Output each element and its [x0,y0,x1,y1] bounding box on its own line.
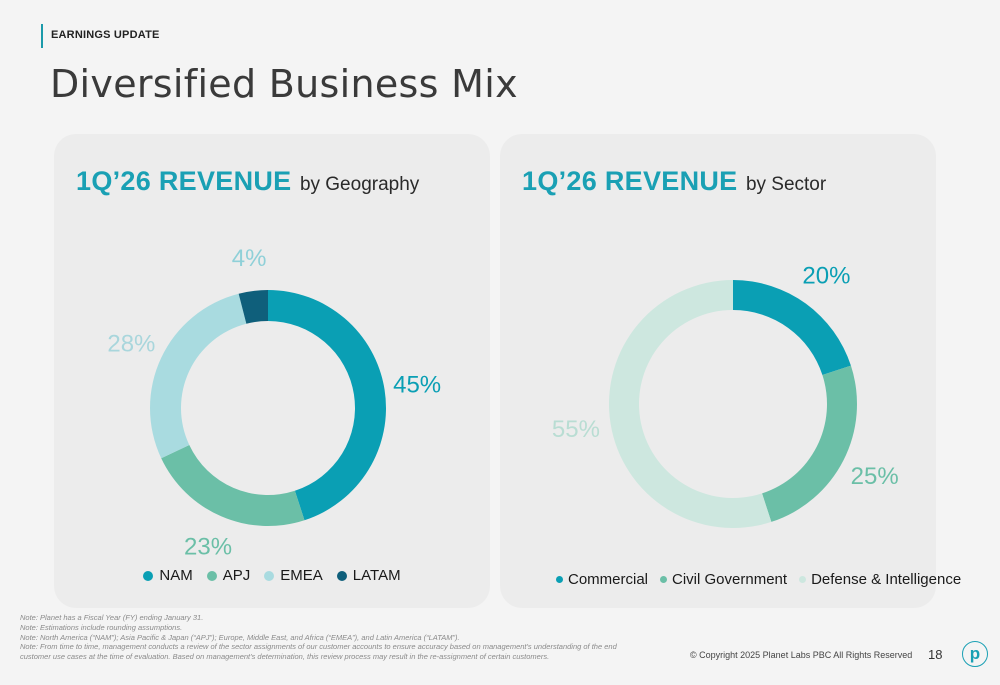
sector-legend: Commercial Civil Government Defense & Inte… [556,571,992,588]
data-label-nam: 45% [393,371,441,398]
geography-legend: NAM APJ EMEA LATAM [54,567,490,584]
legend-swatch [143,570,154,581]
geography-chart-title-main: 1Q’26 REVENUE [76,166,292,196]
legend-swatch [556,576,563,583]
data-label-latam: 4% [232,245,267,272]
legend-label: NAM [159,567,193,584]
donut-slice-emea [150,293,247,459]
geography-donut-chart: 45% 23% 28% 4% [107,245,441,561]
copyright-text: © Copyright 2025 Planet Labs PBC All Rig… [690,650,913,660]
legend-swatch [660,576,668,583]
legend-item-emea: EMEA [264,567,323,584]
donut-slice-commercial [733,280,851,375]
legend-item-latam: LATAM [336,567,401,584]
donut-slice-defense-intelligence [608,280,772,528]
donut-slice-latam [238,290,268,324]
legend-label: Commercial [568,571,649,588]
donut-slice-civil-government [762,365,857,522]
geography-chart-title: 1Q’26 REVENUE by Geography [76,166,419,197]
legend-swatch [206,570,217,581]
data-label-emea: 28% [107,331,155,358]
page-number: 18 [928,647,943,662]
donut-slice-nam [268,290,386,521]
legend-label: EMEA [280,567,323,584]
legend-label: Defense & Intelligence [811,571,962,588]
sector-chart-title: 1Q’26 REVENUE by Sector [522,166,826,197]
footnote: Note: Planet has a Fiscal Year (FY) endi… [20,613,204,622]
footnotes: Note: Planet has a Fiscal Year (FY) endi… [20,613,620,662]
footnote: Note: North America (“NAM”); Asia Pacifi… [20,632,460,642]
section-tag: EARNINGS UPDATE [41,24,160,48]
legend-label: Civil Government [672,571,788,588]
legend-item-commercial: Commercial [556,571,648,588]
footnote: Note: From time to time, management cond… [20,642,617,662]
footnote: Note: Estimations include rounding assum… [20,622,183,632]
donut-slice-apj [161,445,305,526]
page-title: Diversified Business Mix [50,62,518,106]
legend-swatch [264,570,275,581]
logo-letter: p [969,644,981,663]
legend-item-apj: APJ [206,567,251,584]
data-label-civil-government: 25% [851,463,899,490]
legend-label: LATAM [352,567,401,584]
sector-chart-subtitle: by Sector [745,174,827,195]
data-label-apj: 23% [184,534,232,561]
sector-chart-title-main: 1Q’26 REVENUE [522,166,738,196]
sector-donut-chart: 20% 25% 55% [552,262,899,528]
geography-chart-subtitle: by Geography [299,174,420,195]
legend-label: APJ [222,567,251,584]
legend-item-civil-government: Civil Government [660,571,787,588]
legend-item-defense-intelligence: Defense & Intelligence [799,571,961,588]
geography-chart-panel: 1Q’26 REVENUE by Geography 45% 23% 28% 4% N… [54,134,490,608]
legend-item-nam: NAM [143,567,193,584]
legend-swatch [799,576,807,583]
data-label-commercial: 20% [802,262,850,289]
planet-logo: p [962,641,988,667]
legend-swatch [336,570,347,581]
data-label-defense-intelligence: 55% [552,416,600,443]
sector-chart-panel: 1Q’26 REVENUE by Sector 20% 25% 55% Commer… [500,134,961,608]
